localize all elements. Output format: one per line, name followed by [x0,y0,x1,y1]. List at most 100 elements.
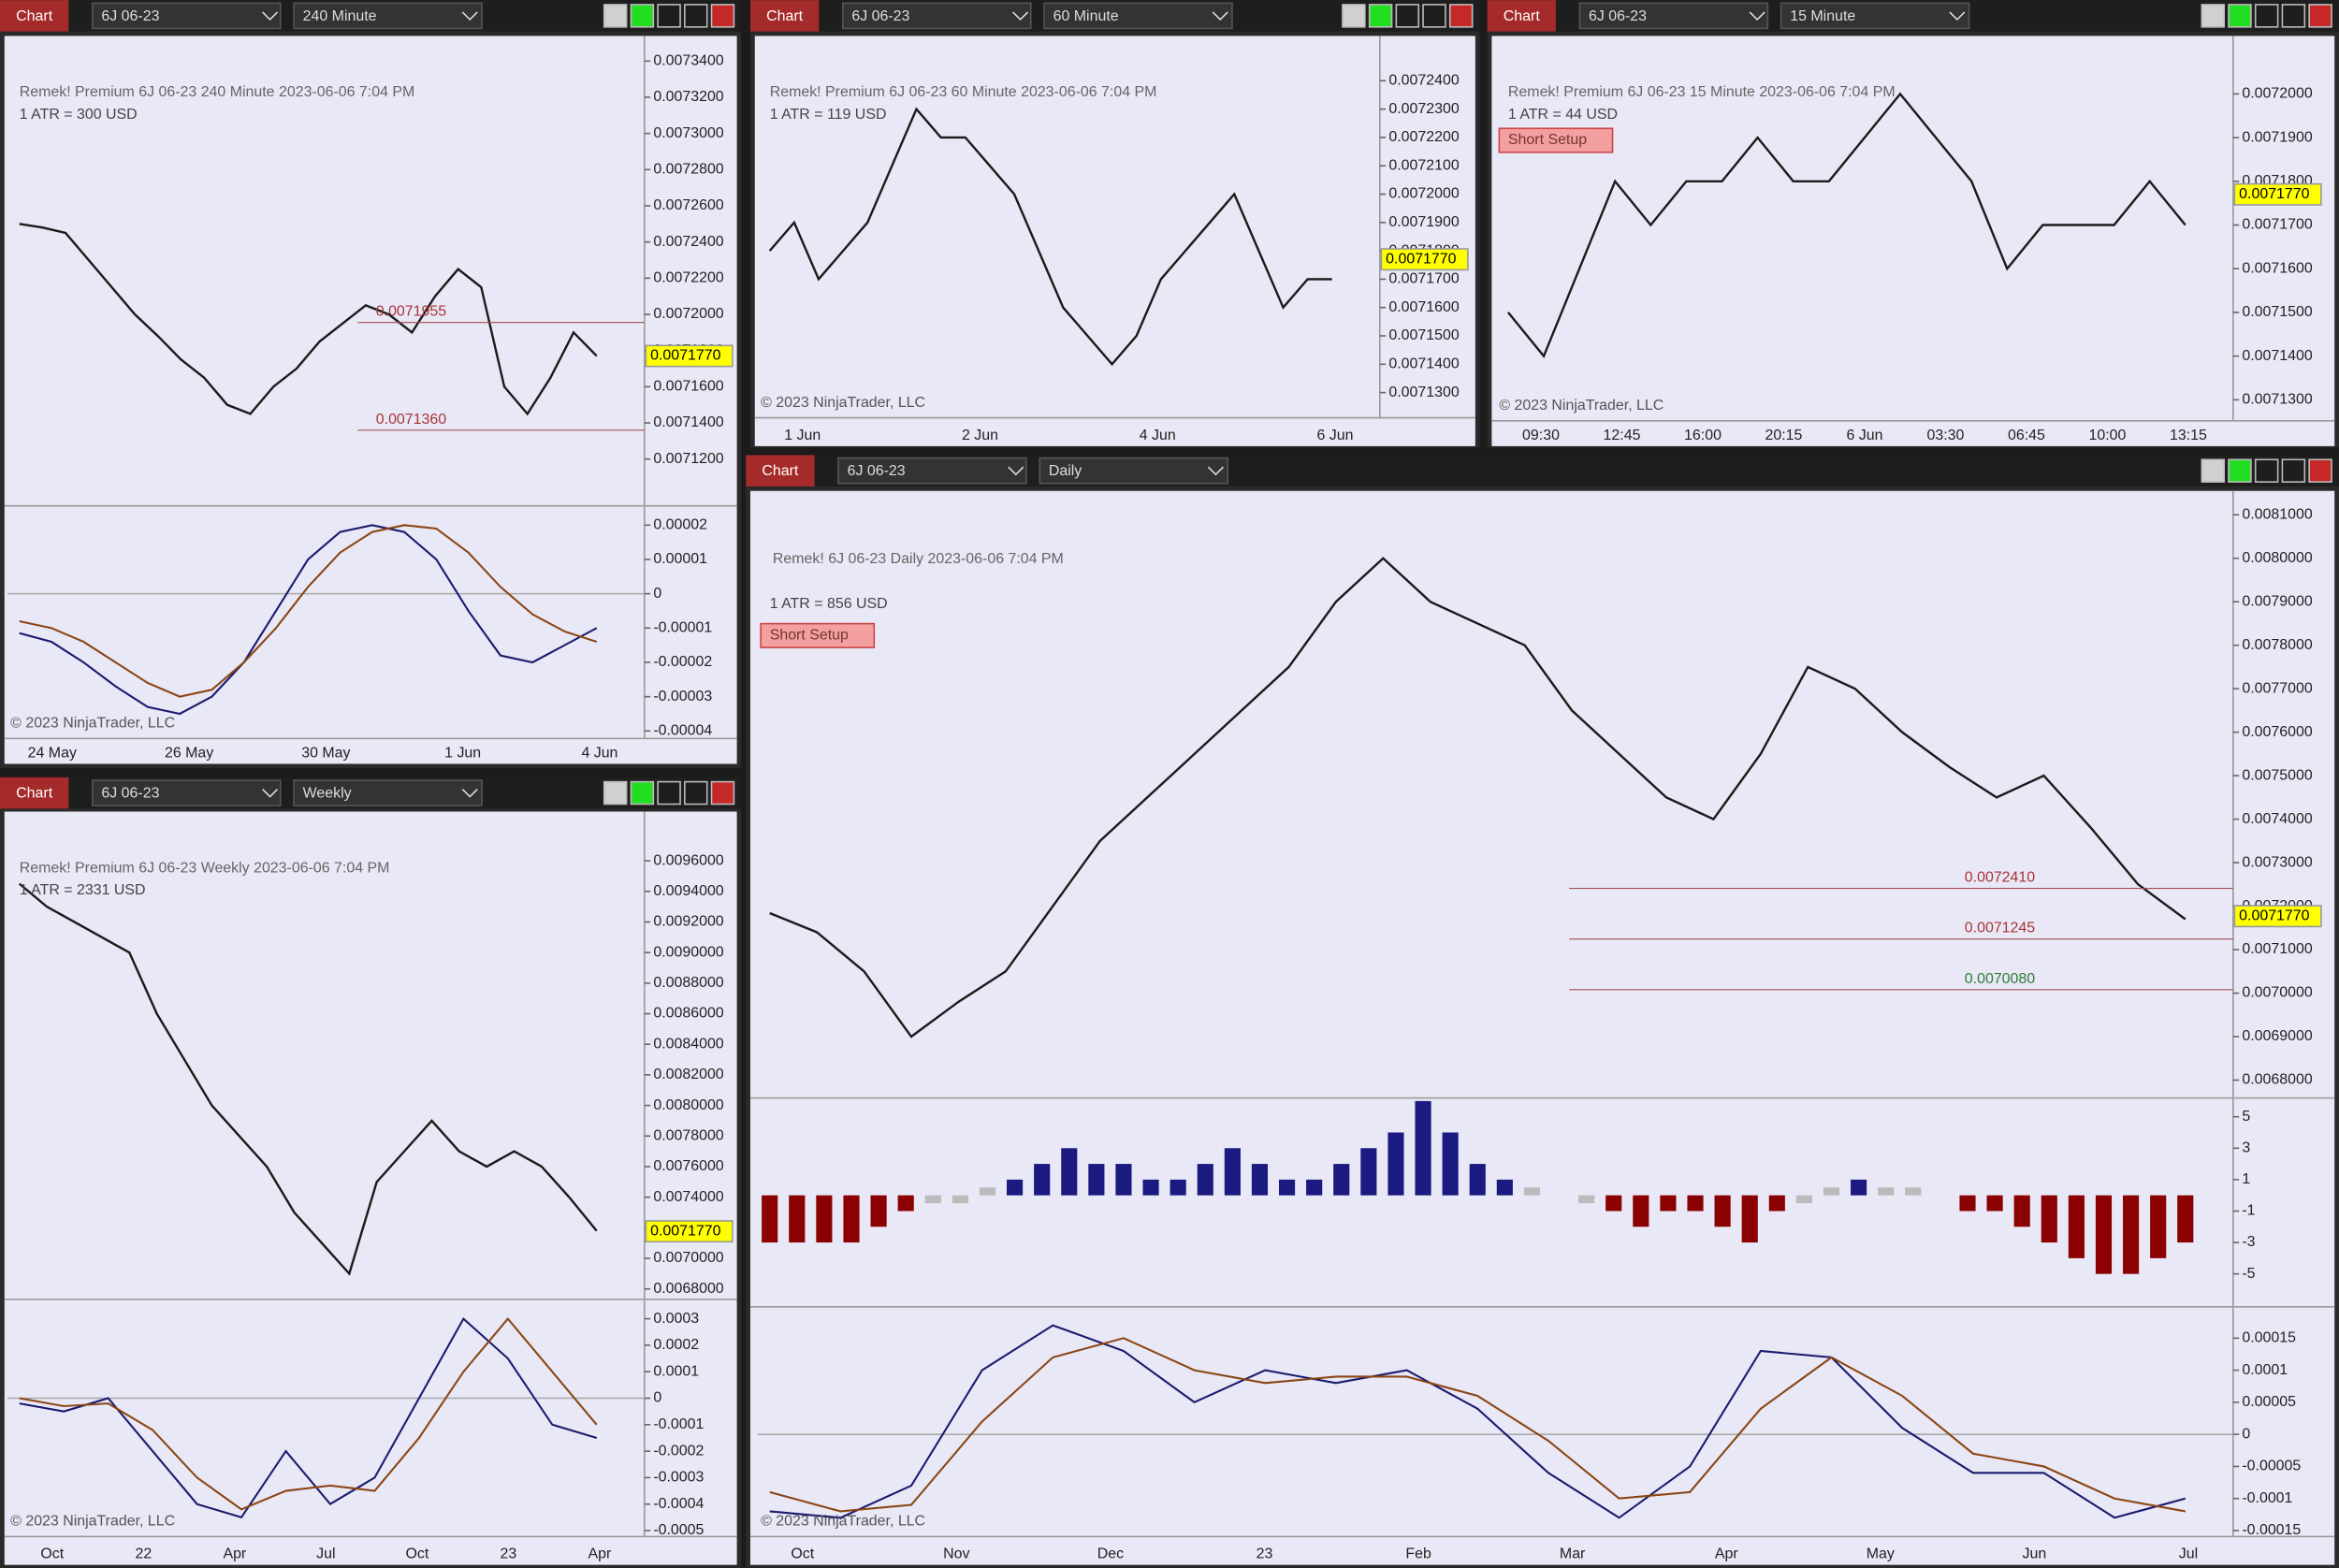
momentum-bar [1170,1179,1186,1196]
momentum-bar [1251,1164,1269,1196]
interval-select[interactable] [1780,2,1970,30]
momentum-bar [816,1195,833,1243]
momentum-bar [1306,1179,1323,1196]
close-button[interactable] [1448,4,1474,28]
interval-select[interactable] [1039,457,1228,485]
window-button[interactable] [1368,4,1393,28]
level-label: 0.0070080 [1965,971,2035,987]
close-button[interactable] [710,780,735,806]
copyright: © 2023 NinjaTrader, LLC [10,1514,175,1530]
window-button[interactable] [657,780,681,806]
y-tick-label: 0.0071200 [653,451,723,467]
instrument-select[interactable] [92,779,282,806]
window-button[interactable] [2201,4,2226,28]
close-button[interactable] [2308,4,2332,28]
x-tick-label: 2 Jun [962,428,998,443]
y-tick-label: 0.0071500 [2242,304,2312,320]
y-tick-label: 0.0071300 [1388,385,1459,400]
chart-header: Remek! Premium 6J 06-23 60 Minute 2023-0… [770,84,1157,100]
plot-area [4,811,737,1565]
window-button[interactable] [630,780,655,806]
window-button[interactable] [684,780,708,806]
instrument-select[interactable] [1578,2,1769,30]
window-button[interactable] [1342,4,1366,28]
window-button[interactable] [2201,458,2226,483]
y-tick-label: 0 [653,586,661,602]
chart-button[interactable] [1487,0,1556,32]
price-line [18,882,598,1276]
dropdown-arrow [262,789,279,798]
window-button[interactable] [2228,458,2252,483]
x-tick-label: Dec [1097,1546,1124,1562]
momentum-bar [979,1187,996,1196]
x-tick-label: 30 May [301,746,350,762]
y-tick-label: 0.0080000 [2242,550,2312,566]
y-tick-label: 0.0071700 [2242,217,2312,233]
y-tick-label: 0.0072600 [653,197,723,213]
momentum-bar [2068,1195,2085,1258]
chart-button[interactable] [746,455,815,486]
x-tick-label: Jul [316,1546,335,1562]
chart-label: Chart [766,8,804,24]
y-tick-label: 0.0070000 [2242,985,2312,1001]
instrument: 6J 06-23 [101,786,159,802]
window-button[interactable] [2228,4,2252,28]
setup-badge [760,622,876,648]
y-tick-label: -0.0001 [653,1416,704,1432]
x-tick-label: 16:00 [1684,428,1722,443]
close-button[interactable] [2308,458,2332,483]
window-button[interactable] [684,4,708,28]
momentum-bar [1007,1179,1024,1196]
momentum-bar [1905,1187,1922,1196]
x-tick-label: 1 Jun [784,428,821,443]
y-tick-label: 0.0072000 [1388,186,1459,202]
x-tick-label: Oct [405,1546,429,1562]
momentum-bar [789,1195,806,1243]
y-tick-label: 0.0072000 [653,306,723,322]
y-tick-label: -1 [2242,1203,2255,1219]
window-button[interactable] [2281,4,2306,28]
y-tick-label: 0.0072200 [653,270,723,286]
window-button[interactable] [2254,458,2279,483]
window-button[interactable] [2281,458,2306,483]
level-label: 0.0072410 [1965,870,2035,886]
chart-button[interactable] [0,777,69,809]
momentum-bar [2041,1195,2057,1243]
instrument: 6J 06-23 [851,8,909,24]
y-tick-label: 0.0071400 [1388,356,1459,372]
dropdown-arrow [1207,466,1224,476]
window-button[interactable] [603,4,628,28]
y-tick-label: 0.0073400 [653,52,723,68]
momentum-bar [870,1195,887,1227]
close-button[interactable] [710,4,735,28]
instrument-select[interactable] [92,2,282,30]
instrument-select[interactable] [842,2,1032,30]
chart-label: Chart [1504,8,1541,24]
instrument-select[interactable] [837,457,1027,485]
x-tick-label: 23 [501,1546,517,1562]
momentum-bar [1959,1195,1976,1212]
oscillator-line [769,1324,2186,1519]
window-button[interactable] [1422,4,1446,28]
window-button[interactable] [1395,4,1420,28]
x-tick-label: Apr [223,1546,246,1562]
plot-area [4,36,737,764]
chart-button[interactable] [749,0,820,32]
window-button[interactable] [657,4,681,28]
interval-select[interactable] [293,2,483,30]
chart-button[interactable] [0,0,69,32]
window-button[interactable] [603,780,628,806]
price-line [769,557,2186,1038]
y-tick-label: 0.0071500 [1388,327,1459,343]
x-tick-label: 03:30 [1927,428,1965,443]
momentum-bar [1115,1164,1132,1196]
window-button[interactable] [630,4,655,28]
window-button[interactable] [2254,4,2279,28]
last-price: 0.0071770 [2239,907,2309,923]
y-tick-label: 0.0073000 [2242,854,2312,870]
interval-select[interactable] [293,779,483,806]
dropdown-arrow [1749,11,1765,22]
atr-label: 1 ATR = 2331 USD [20,882,146,898]
x-tick-label: Oct [791,1546,814,1562]
interval-select[interactable] [1043,2,1233,30]
